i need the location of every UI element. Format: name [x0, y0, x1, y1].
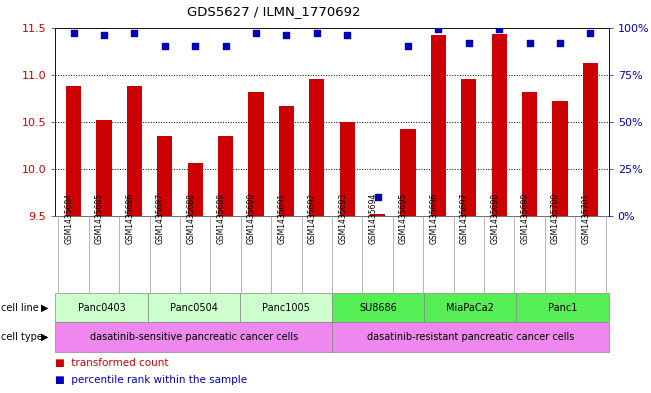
Point	[129, 30, 139, 36]
Bar	[218, 136, 233, 216]
Text: Panc1005: Panc1005	[262, 303, 310, 312]
Text: GSM1435696: GSM1435696	[430, 193, 438, 244]
Bar	[492, 34, 507, 216]
Text: cell line: cell line	[1, 303, 39, 312]
Bar	[431, 35, 446, 216]
Bar	[55, 293, 148, 322]
Bar	[157, 136, 173, 216]
Bar	[583, 63, 598, 216]
Text: GSM1435685: GSM1435685	[95, 193, 104, 244]
Point	[464, 39, 474, 46]
Bar	[240, 293, 332, 322]
Point	[372, 194, 383, 200]
Bar	[370, 214, 385, 216]
Text: GSM1435699: GSM1435699	[521, 193, 530, 244]
Point	[403, 43, 413, 50]
Text: dasatinib-sensitive pancreatic cancer cells: dasatinib-sensitive pancreatic cancer ce…	[90, 332, 298, 342]
Bar	[522, 92, 537, 216]
Text: GSM1435691: GSM1435691	[277, 193, 286, 244]
Bar	[127, 86, 142, 216]
Bar	[332, 293, 424, 322]
Text: GSM1435693: GSM1435693	[339, 193, 347, 244]
Text: GDS5627 / ILMN_1770692: GDS5627 / ILMN_1770692	[187, 5, 360, 18]
Bar	[66, 86, 81, 216]
Bar	[400, 129, 415, 216]
Text: Panc0403: Panc0403	[77, 303, 126, 312]
Text: GSM1435687: GSM1435687	[156, 193, 165, 244]
Text: cell type: cell type	[1, 332, 43, 342]
Bar	[249, 92, 264, 216]
Bar	[187, 163, 203, 216]
Bar	[340, 122, 355, 216]
Point	[251, 30, 261, 36]
Text: Panc0504: Panc0504	[170, 303, 217, 312]
Bar	[424, 293, 516, 322]
Point	[342, 32, 352, 38]
Text: GSM1435701: GSM1435701	[581, 193, 590, 244]
Point	[555, 39, 565, 46]
Text: ▶: ▶	[41, 303, 49, 312]
Bar	[516, 293, 609, 322]
Point	[99, 32, 109, 38]
Text: MiaPaCa2: MiaPaCa2	[447, 303, 494, 312]
Bar	[309, 79, 324, 216]
Bar	[55, 322, 332, 352]
Bar	[553, 101, 568, 216]
Point	[159, 43, 170, 50]
Text: GSM1435686: GSM1435686	[126, 193, 134, 244]
Text: GSM1435689: GSM1435689	[217, 193, 226, 244]
Bar	[332, 322, 609, 352]
Text: GSM1435700: GSM1435700	[551, 193, 560, 244]
Text: GSM1435698: GSM1435698	[490, 193, 499, 244]
Text: SU8686: SU8686	[359, 303, 397, 312]
Text: GSM1435688: GSM1435688	[186, 193, 195, 244]
Point	[433, 26, 443, 33]
Bar	[279, 106, 294, 216]
Point	[281, 32, 292, 38]
Text: GSM1435684: GSM1435684	[64, 193, 74, 244]
Point	[585, 30, 596, 36]
Text: GSM1435695: GSM1435695	[399, 193, 408, 244]
Bar	[96, 120, 111, 216]
Text: GSM1435690: GSM1435690	[247, 193, 256, 244]
Point	[68, 30, 79, 36]
Point	[190, 43, 201, 50]
Point	[525, 39, 535, 46]
Text: ▶: ▶	[41, 332, 49, 342]
Point	[494, 26, 505, 33]
Text: GSM1435697: GSM1435697	[460, 193, 469, 244]
Text: ■  percentile rank within the sample: ■ percentile rank within the sample	[55, 375, 247, 385]
Bar	[148, 293, 240, 322]
Text: ■  transformed count: ■ transformed count	[55, 358, 169, 367]
Text: GSM1435692: GSM1435692	[308, 193, 317, 244]
Bar	[461, 79, 477, 216]
Point	[312, 30, 322, 36]
Text: Panc1: Panc1	[548, 303, 577, 312]
Text: dasatinib-resistant pancreatic cancer cells: dasatinib-resistant pancreatic cancer ce…	[367, 332, 574, 342]
Text: GSM1435694: GSM1435694	[368, 193, 378, 244]
Point	[221, 43, 231, 50]
